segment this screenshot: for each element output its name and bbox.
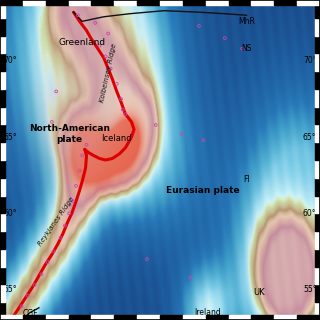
Point [77, 168, 82, 173]
Text: 55°: 55° [4, 285, 17, 294]
Point [240, 46, 245, 51]
Text: Iceland: Iceland [101, 134, 132, 143]
Point [92, 20, 98, 25]
Point [108, 66, 113, 71]
Point [62, 223, 68, 228]
Point [19, 304, 24, 309]
Point [106, 31, 111, 36]
Point [222, 36, 228, 41]
Text: Reykjanes Ridge: Reykjanes Ridge [37, 196, 76, 246]
Text: CGF: CGF [22, 309, 38, 318]
Point [153, 122, 158, 127]
Point [67, 211, 72, 216]
Text: 65°: 65° [303, 133, 316, 142]
Text: Kolbeinsey Ridge: Kolbeinsey Ridge [99, 43, 117, 103]
Point [70, 199, 75, 204]
Point [25, 293, 30, 298]
Point [118, 97, 124, 102]
Point [74, 183, 79, 188]
Point [54, 89, 59, 94]
Point [51, 249, 56, 254]
Point [120, 107, 125, 112]
Point [123, 112, 128, 117]
Point [39, 272, 44, 277]
Text: NS: NS [241, 44, 252, 53]
Point [114, 81, 119, 86]
Text: 55°: 55° [303, 285, 316, 294]
Text: MhR: MhR [238, 17, 255, 26]
Text: 60°: 60° [303, 209, 316, 218]
Point [188, 275, 193, 280]
Text: 65°: 65° [4, 133, 17, 142]
Point [144, 257, 149, 262]
Text: Ireland: Ireland [194, 308, 221, 317]
Text: 60°: 60° [4, 209, 17, 218]
Point [49, 119, 54, 124]
Point [75, 13, 80, 18]
Point [179, 132, 184, 137]
Text: UK: UK [254, 288, 265, 297]
Point [84, 142, 89, 147]
Text: 70°: 70° [4, 56, 17, 66]
Point [58, 235, 63, 240]
Text: Greenland: Greenland [59, 38, 106, 47]
Text: Eurasian plate: Eurasian plate [166, 186, 240, 195]
Point [80, 153, 85, 158]
Point [196, 23, 202, 28]
Point [103, 54, 108, 59]
Text: 70°: 70° [303, 56, 316, 66]
Point [97, 43, 102, 48]
Point [201, 138, 206, 143]
Point [32, 282, 37, 287]
Text: FI: FI [243, 175, 250, 184]
Text: North-American
plate: North-American plate [29, 124, 110, 144]
Point [45, 260, 50, 265]
